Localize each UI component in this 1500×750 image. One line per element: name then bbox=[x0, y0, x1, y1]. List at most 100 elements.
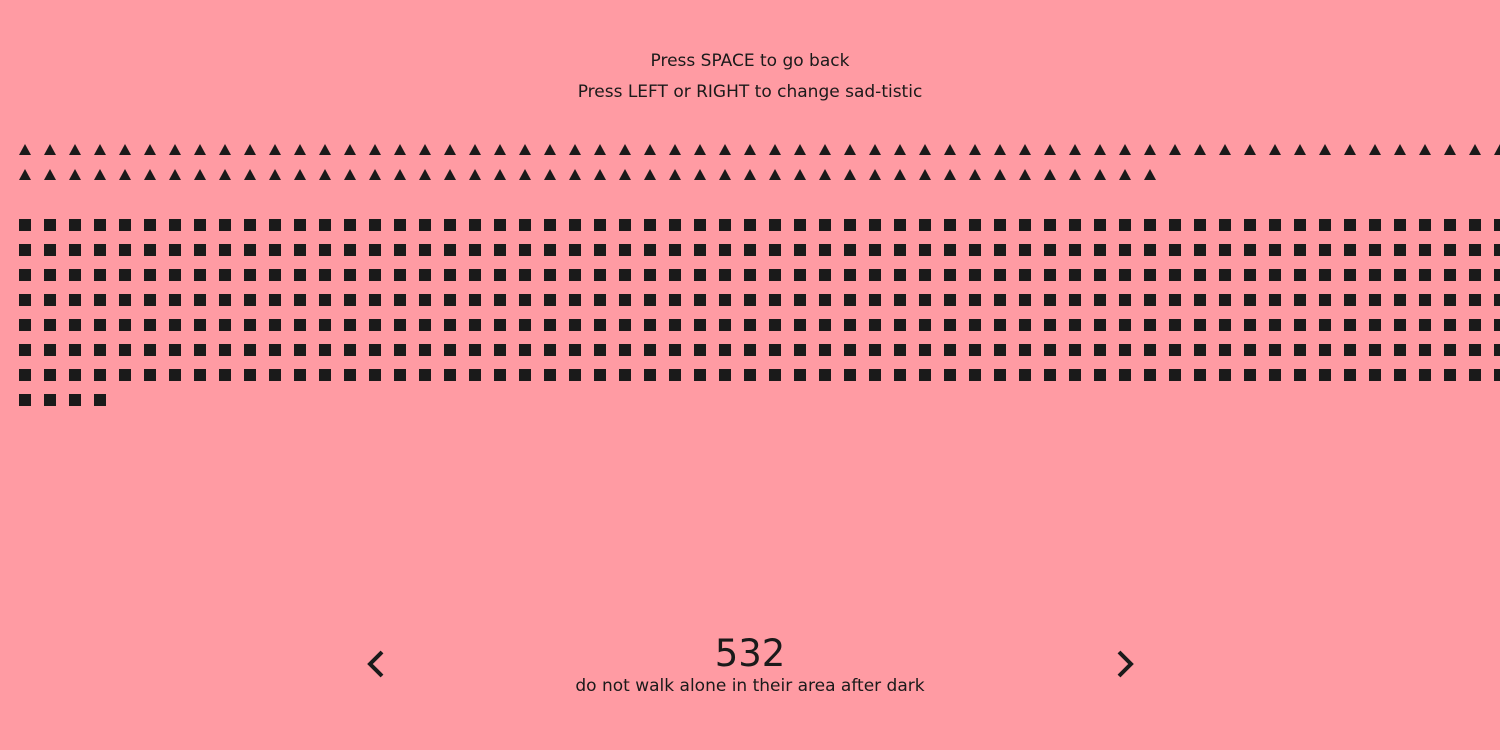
triangle-glyph bbox=[1044, 169, 1056, 180]
square-glyph bbox=[669, 219, 681, 231]
square-glyph bbox=[619, 269, 631, 281]
triangle-glyph bbox=[169, 144, 181, 155]
square-glyph bbox=[294, 369, 306, 381]
square-glyph bbox=[1019, 269, 1031, 281]
triangle-glyph bbox=[144, 169, 156, 180]
square-glyph bbox=[1394, 369, 1406, 381]
triangle-glyph bbox=[69, 144, 81, 155]
square-glyph bbox=[144, 244, 156, 256]
square-glyph bbox=[244, 294, 256, 306]
square-glyph bbox=[219, 294, 231, 306]
square-glyph bbox=[44, 294, 56, 306]
square-glyph bbox=[619, 369, 631, 381]
square-glyph bbox=[1269, 294, 1281, 306]
square-glyph bbox=[344, 294, 356, 306]
triangle-glyph bbox=[769, 144, 781, 155]
square-glyph bbox=[1219, 319, 1231, 331]
square-glyph bbox=[1369, 369, 1381, 381]
triangle-glyph bbox=[819, 169, 831, 180]
square-glyph bbox=[344, 319, 356, 331]
previous-statistic-button[interactable] bbox=[355, 644, 395, 684]
triangle-glyph bbox=[294, 169, 306, 180]
instruction-change-statistic: Press LEFT or RIGHT to change sad-tistic bbox=[577, 82, 923, 102]
square-glyph bbox=[119, 269, 131, 281]
triangle-glyph bbox=[394, 169, 406, 180]
triangle-glyph bbox=[19, 144, 31, 155]
square-glyph bbox=[1444, 269, 1456, 281]
square-glyph bbox=[69, 369, 81, 381]
square-glyph bbox=[919, 319, 931, 331]
square-glyph bbox=[294, 219, 306, 231]
square-glyph bbox=[269, 344, 281, 356]
square-glyph bbox=[369, 244, 381, 256]
square-glyph bbox=[869, 219, 881, 231]
square-glyph bbox=[994, 294, 1006, 306]
square-glyph bbox=[1469, 244, 1481, 256]
next-statistic-button[interactable] bbox=[1106, 644, 1146, 684]
square-glyph bbox=[1094, 344, 1106, 356]
triangle-glyph bbox=[969, 144, 981, 155]
square-glyph bbox=[244, 244, 256, 256]
square-glyph bbox=[569, 244, 581, 256]
square-glyph bbox=[794, 369, 806, 381]
square-glyph bbox=[669, 369, 681, 381]
square-glyph bbox=[869, 269, 881, 281]
square-glyph bbox=[94, 294, 106, 306]
square-glyph bbox=[444, 344, 456, 356]
square-glyph bbox=[1419, 269, 1431, 281]
triangle-glyph bbox=[1169, 144, 1181, 155]
triangle-glyph bbox=[544, 169, 556, 180]
square-glyph bbox=[844, 294, 856, 306]
square-glyph bbox=[69, 344, 81, 356]
square-glyph bbox=[1069, 219, 1081, 231]
square-glyph bbox=[44, 394, 56, 406]
square-glyph bbox=[19, 294, 31, 306]
square-glyph bbox=[619, 219, 631, 231]
triangle-glyph bbox=[269, 144, 281, 155]
square-glyph bbox=[44, 319, 56, 331]
triangle-glyph bbox=[1469, 144, 1481, 155]
square-glyph bbox=[494, 219, 506, 231]
square-glyph bbox=[819, 219, 831, 231]
square-glyph bbox=[1194, 369, 1206, 381]
square-glyph bbox=[394, 344, 406, 356]
square-glyph bbox=[1394, 244, 1406, 256]
square-glyph bbox=[269, 369, 281, 381]
square-glyph bbox=[1269, 344, 1281, 356]
square-glyph bbox=[119, 344, 131, 356]
square-glyph bbox=[1144, 369, 1156, 381]
triangle-glyph bbox=[1119, 169, 1131, 180]
square-glyph bbox=[769, 344, 781, 356]
square-glyph bbox=[744, 369, 756, 381]
square-glyph bbox=[1294, 244, 1306, 256]
square-glyph bbox=[394, 369, 406, 381]
triangle-glyph bbox=[1094, 169, 1106, 180]
triangle-glyph bbox=[1019, 144, 1031, 155]
triangle-glyph bbox=[719, 144, 731, 155]
square-glyph bbox=[119, 219, 131, 231]
square-glyph bbox=[944, 344, 956, 356]
square-glyph bbox=[294, 344, 306, 356]
triangle-glyph bbox=[869, 169, 881, 180]
square-glyph bbox=[494, 269, 506, 281]
triangle-glyph bbox=[1119, 144, 1131, 155]
square-glyph bbox=[1319, 219, 1331, 231]
square-glyph bbox=[1119, 244, 1131, 256]
square-glyph bbox=[1044, 369, 1056, 381]
square-glyph bbox=[94, 219, 106, 231]
square-glyph bbox=[794, 244, 806, 256]
square-glyph bbox=[794, 219, 806, 231]
square-glyph bbox=[1419, 369, 1431, 381]
square-glyph bbox=[1194, 219, 1206, 231]
square-glyph bbox=[1319, 294, 1331, 306]
square-glyph bbox=[694, 269, 706, 281]
square-glyph bbox=[344, 269, 356, 281]
square-glyph bbox=[369, 369, 381, 381]
square-glyph bbox=[1394, 269, 1406, 281]
triangle-glyph bbox=[1244, 144, 1256, 155]
square-glyph bbox=[1244, 369, 1256, 381]
square-glyph bbox=[1144, 269, 1156, 281]
square-glyph bbox=[1344, 294, 1356, 306]
square-glyph bbox=[44, 369, 56, 381]
square-glyph bbox=[394, 244, 406, 256]
